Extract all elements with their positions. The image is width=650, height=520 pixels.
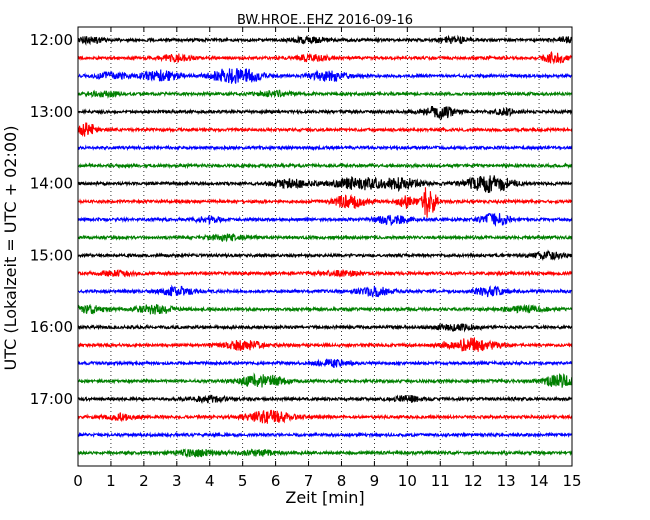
y-tick-label: 14:00 <box>30 175 73 193</box>
x-tick-label: 0 <box>73 472 83 490</box>
x-tick-label: 15 <box>562 472 581 490</box>
trace-1345 <box>77 162 573 170</box>
trace-1315 <box>77 122 573 137</box>
trace-1215 <box>77 50 573 65</box>
trace-1530 <box>77 284 573 298</box>
trace-1630 <box>77 358 573 369</box>
y-axis-label: UTC (Lokalzeit = UTC + 02:00) <box>1 126 20 371</box>
x-tick-label: 13 <box>497 472 516 490</box>
trace-1515 <box>77 268 573 278</box>
x-tick-label: 8 <box>337 472 347 490</box>
trace-1415 <box>77 187 573 218</box>
x-tick-label: 3 <box>172 472 182 490</box>
trace-group <box>77 34 573 459</box>
trace-1245 <box>77 89 573 99</box>
trace-1430 <box>77 212 573 228</box>
trace-1500 <box>77 249 573 261</box>
trace-1615 <box>77 337 573 352</box>
x-tick-label: 4 <box>205 472 215 490</box>
x-tick-label: 2 <box>139 472 149 490</box>
x-tick-label: 12 <box>464 472 483 490</box>
trace-1230 <box>77 68 573 84</box>
x-tick-label: 5 <box>238 472 248 490</box>
trace-1730 <box>77 431 573 439</box>
trace-1200 <box>77 34 573 46</box>
chart-title: BW.HROE..EHZ 2016-09-16 <box>237 13 413 28</box>
y-tick-label: 12:00 <box>30 31 73 49</box>
trace-1545 <box>77 303 573 315</box>
trace-1715 <box>77 409 573 424</box>
y-tick-label: 16:00 <box>30 318 73 336</box>
trace-1330 <box>77 144 573 152</box>
tick-group: 0 1 2 3 4 5 6 7 8 9 10 11 12 13 14 1512:0013:0014:0015:… <box>30 27 582 490</box>
x-tick-label: 7 <box>304 472 314 490</box>
x-tick-label: 9 <box>370 472 380 490</box>
trace-1745 <box>77 448 573 459</box>
y-tick-label: 17:00 <box>30 390 73 408</box>
x-tick-label: 6 <box>271 472 281 490</box>
x-tick-label: 14 <box>530 472 549 490</box>
plot-frame <box>77 26 573 467</box>
trace-1645 <box>77 372 573 388</box>
x-tick-label: 10 <box>398 472 417 490</box>
trace-1400 <box>77 175 573 194</box>
x-tick-label: 1 <box>106 472 116 490</box>
trace-1600 <box>77 322 573 333</box>
trace-1445 <box>77 233 573 243</box>
y-tick-label: 13:00 <box>30 103 73 121</box>
trace-1700 <box>77 394 573 405</box>
trace-1300 <box>77 106 573 121</box>
x-tick-label: 11 <box>431 472 450 490</box>
y-tick-label: 15:00 <box>30 246 73 264</box>
x-axis-label: Zeit [min] <box>285 488 364 507</box>
